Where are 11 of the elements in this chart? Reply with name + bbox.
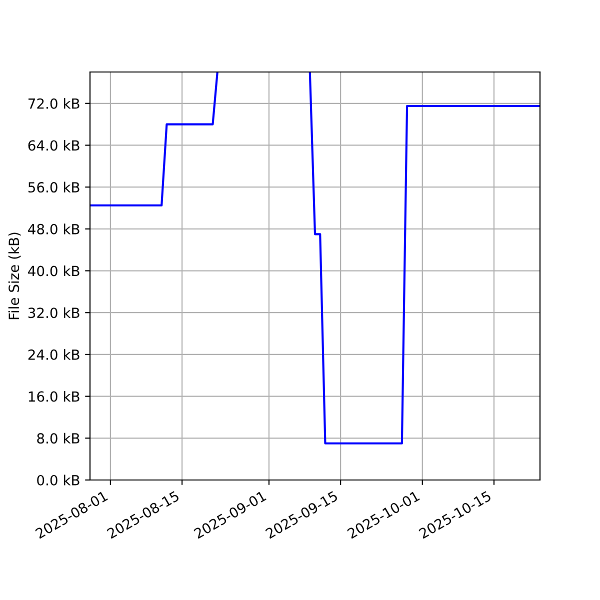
- y-tick-label: 64.0 kB: [28, 140, 80, 151]
- y-tick-label: 16.0 kB: [28, 391, 80, 402]
- y-tick-label: 0.0 kB: [37, 474, 80, 486]
- y-tick-label: 24.0 kB: [28, 349, 80, 360]
- y-axis-title: File Size (kB): [8, 232, 21, 320]
- y-tick-label: 40.0 kB: [28, 265, 80, 276]
- y-tick-label: 32.0 kB: [28, 307, 80, 318]
- y-tick-label: 56.0 kB: [28, 182, 80, 193]
- y-tick-label: 48.0 kB: [28, 224, 80, 234]
- y-tick-label: 8.0 kB: [37, 432, 80, 444]
- y-tick-label: 72.0 kB: [28, 98, 80, 109]
